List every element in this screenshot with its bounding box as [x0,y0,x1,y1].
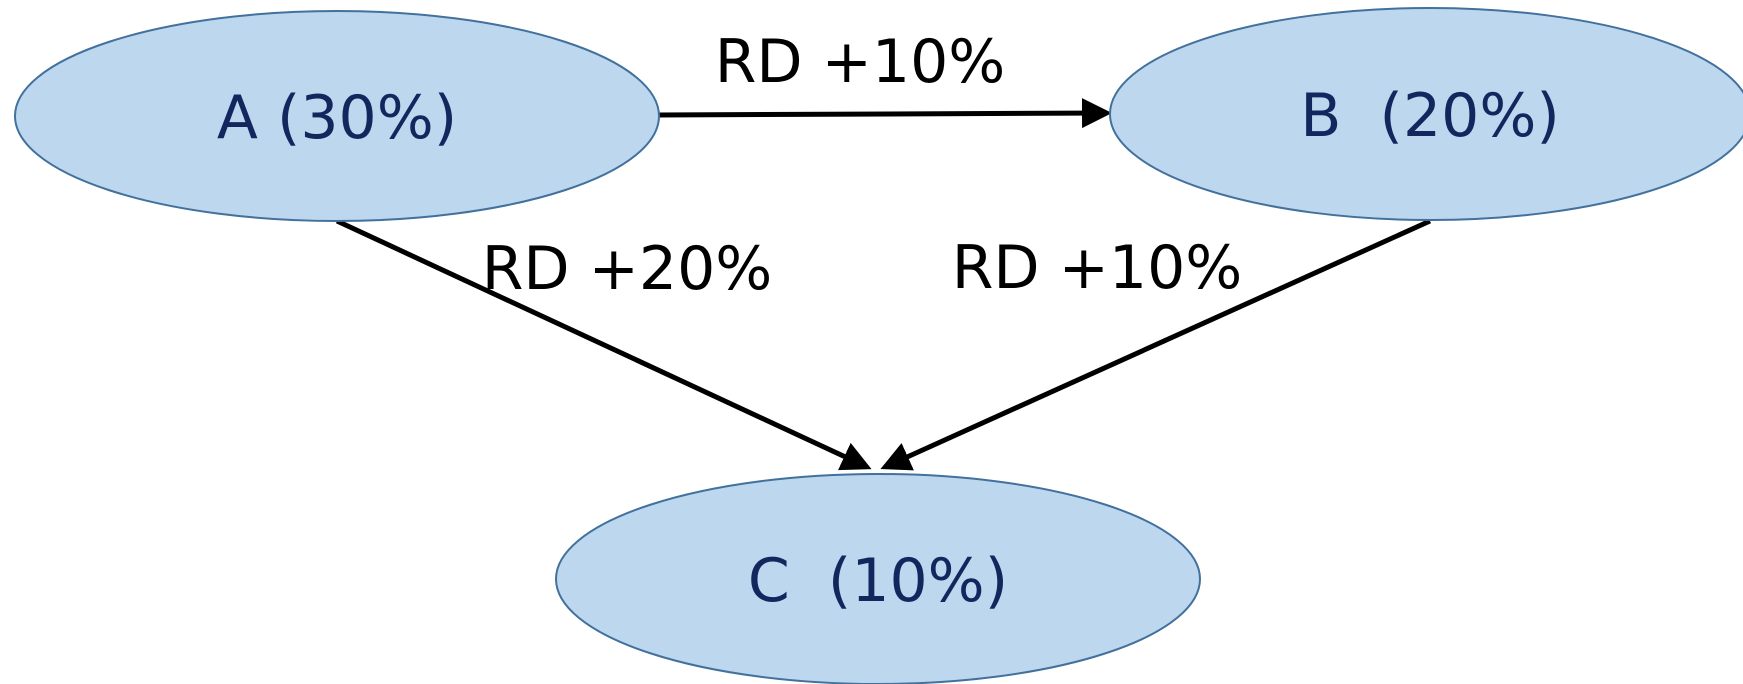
node-a-label: A (30%) [217,83,457,153]
edge-a-to-b [657,98,1112,129]
edge-b-to-c [880,218,1432,471]
node-b: B (20%) [1109,7,1743,221]
node-c: C (10%) [555,473,1201,684]
edge-a-to-b-arrow [657,98,1112,129]
node-a: A (30%) [14,10,660,222]
node-a-shape [14,10,660,222]
edge-a-to-c-label: RD +20% [482,234,773,304]
node-b-shape [1109,7,1743,221]
edge-b-to-c-label: RD +10% [952,233,1243,303]
edge-a-to-b-label: RD +10% [715,27,1006,97]
edge-a-to-c [335,218,872,471]
edge-a-to-c-arrow [335,218,872,471]
node-c-shape [555,473,1201,684]
node-b-label: B (20%) [1300,81,1559,151]
node-c-label: C (10%) [748,546,1008,616]
edge-b-to-c-arrow [880,218,1432,471]
